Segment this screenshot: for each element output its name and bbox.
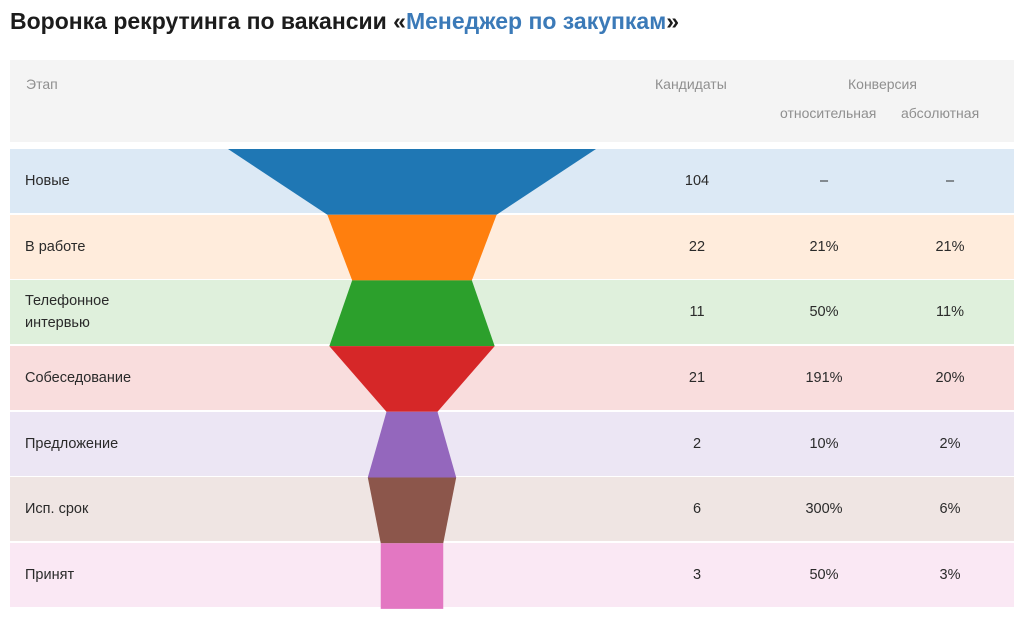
absolute-conversion: – bbox=[945, 173, 955, 189]
vacancy-link[interactable]: Менеджер по закупкам bbox=[405, 8, 667, 34]
stage-label: Предложение bbox=[25, 435, 119, 452]
absolute-conversion: 3% bbox=[939, 567, 961, 584]
relative-conversion: 300% bbox=[805, 501, 843, 518]
relative-conversion: 50% bbox=[809, 567, 839, 584]
table-row: Принят 3 50% 3% bbox=[10, 543, 1014, 608]
relative-conversion: – bbox=[819, 173, 829, 189]
candidates-value: 22 bbox=[688, 238, 706, 255]
absolute-conversion: 11% bbox=[936, 304, 964, 321]
absolute-conversion: 20% bbox=[935, 370, 965, 387]
table-header: Этап Кандидаты Конверсия относительная а… bbox=[10, 60, 1014, 142]
table-row: Исп. срок 6 300% 6% bbox=[10, 477, 1014, 542]
candidates-value: 2 bbox=[692, 435, 702, 452]
table-row: Предложение 2 10% 2% bbox=[10, 411, 1014, 476]
table-row: Собеседование 21 191% 20% bbox=[10, 346, 1014, 411]
stage-label: Исп. срок bbox=[25, 501, 89, 518]
stage-label: Телефонное интервью bbox=[25, 293, 110, 332]
candidates-value: 11 bbox=[689, 304, 705, 321]
header-candidates: Кандидаты bbox=[655, 76, 727, 92]
candidates-value: 6 bbox=[692, 501, 702, 518]
funnel-table-body: Новые 104 – – В работе 22 21% 21% Телефонное инт… bbox=[10, 149, 1014, 609]
stage-label: Собеседование bbox=[25, 370, 132, 387]
relative-conversion: 191% bbox=[805, 370, 843, 387]
stage-label: В работе bbox=[25, 238, 86, 255]
stage-label: Новые bbox=[25, 173, 70, 189]
table-row: Телефонное интервью 11 50% 11% bbox=[10, 280, 1014, 345]
candidates-value: 104 bbox=[684, 173, 710, 189]
header-stage: Этап bbox=[26, 76, 58, 92]
candidates-value: 21 bbox=[688, 370, 706, 387]
stage-label: Принят bbox=[25, 567, 75, 584]
header-absolute: абсолютная bbox=[901, 105, 980, 121]
candidates-value: 3 bbox=[692, 567, 702, 584]
table-row: В работе 22 21% 21% bbox=[10, 214, 1014, 279]
relative-conversion: 10% bbox=[809, 435, 839, 452]
header-conversion: Конверсия bbox=[848, 76, 917, 92]
table-row: Новые 104 – – bbox=[10, 149, 1014, 213]
relative-conversion: 50% bbox=[809, 304, 839, 321]
relative-conversion: 21% bbox=[809, 238, 839, 255]
title-prefix: Воронка рекрутинга по вакансии « bbox=[10, 8, 406, 34]
title-suffix: » bbox=[666, 8, 680, 34]
page-title: Воронка рекрутинга по вакансии «Менеджер… bbox=[10, 8, 679, 35]
absolute-conversion: 6% bbox=[939, 501, 961, 518]
absolute-conversion: 21% bbox=[935, 238, 965, 255]
absolute-conversion: 2% bbox=[939, 435, 961, 452]
header-relative: относительная bbox=[780, 105, 877, 121]
